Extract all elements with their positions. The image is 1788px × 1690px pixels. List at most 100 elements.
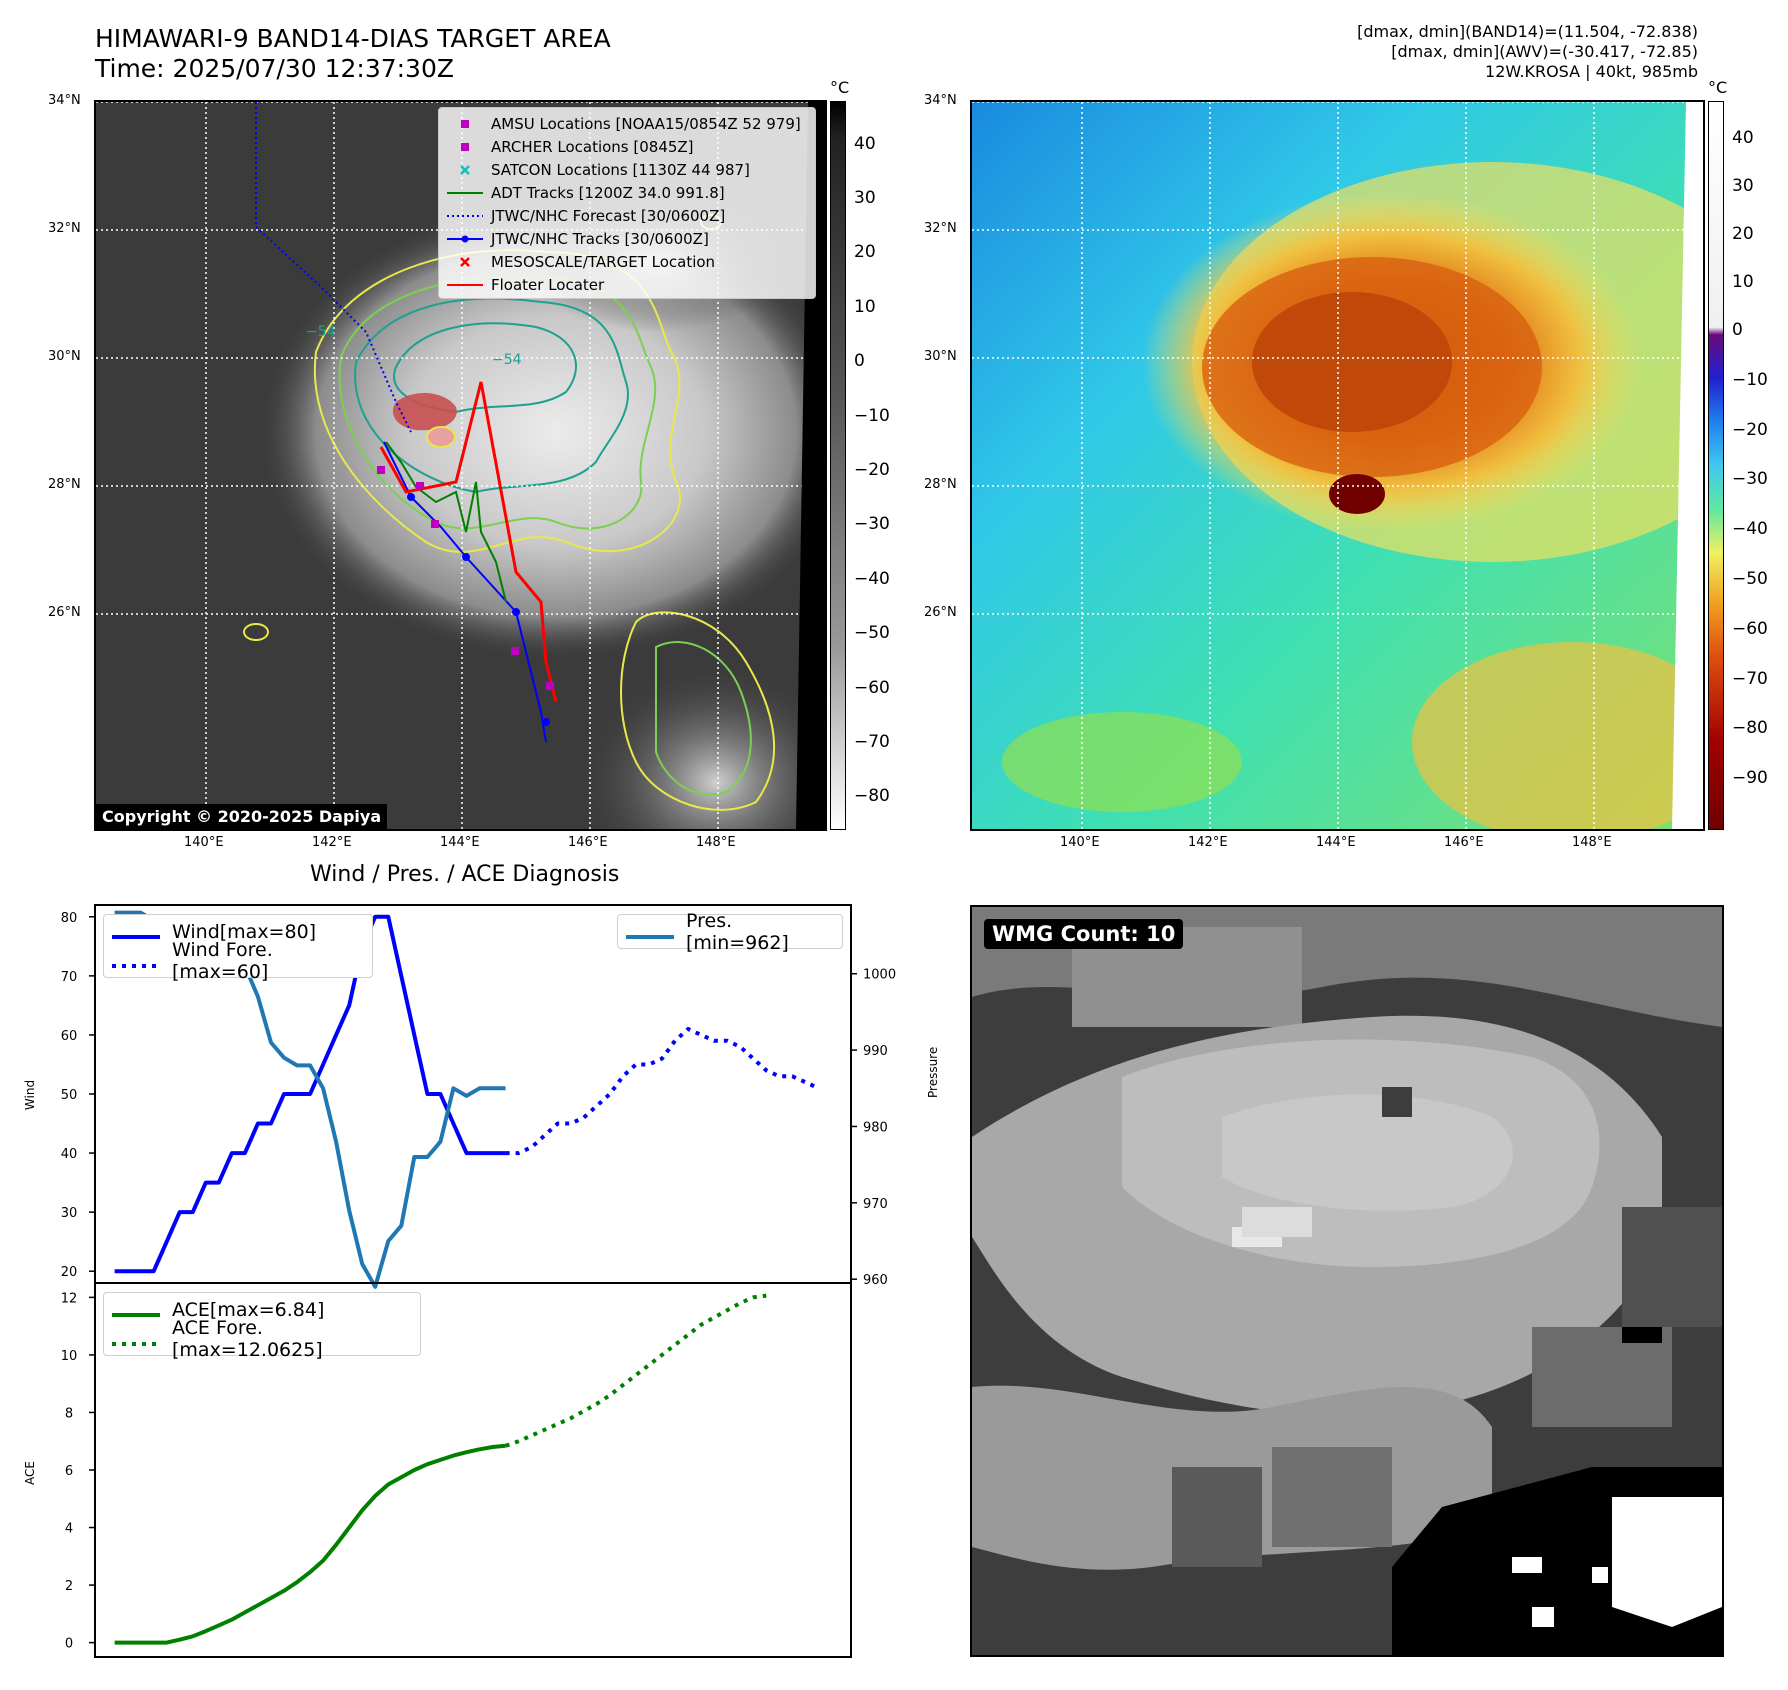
- map-legend: AMSU Locations [NOAA15/0854Z 52 979] ARCH…: [438, 107, 816, 299]
- map-legend-label: SATCON Locations [1130Z 44 987]: [491, 160, 750, 179]
- diag-chart: 20 30 40 50 60 70 80 960 970 980 990 1000 0 2 4 6 8 10 12…: [23, 904, 896, 1658]
- diag-title: Wind / Pres. / ACE Diagnosis: [310, 862, 620, 887]
- awv-colorbar-tick: −40: [1732, 519, 1768, 540]
- pres-ytick-label: 970: [863, 1197, 888, 1212]
- awv-colorbar-unit: °C: [1708, 78, 1728, 97]
- lat-tick: 32°N: [48, 221, 81, 236]
- lat-tick: 28°N: [924, 477, 957, 492]
- awv-colorbar-tick: 30: [1732, 176, 1754, 197]
- lon-tick: 144°E: [1316, 835, 1356, 850]
- awv-colorbar-tick: 10: [1732, 272, 1754, 293]
- map-legend-item: JTWC/NHC Tracks [30/0600Z]: [447, 227, 807, 250]
- lon-tick: 146°E: [568, 835, 608, 850]
- legend-symbol-icon: [447, 163, 483, 177]
- lat-tick: 32°N: [924, 221, 957, 236]
- wmg-panel: WMG Count: 10: [970, 905, 1724, 1657]
- ace-ylabel: ACE: [23, 1461, 37, 1485]
- wind-ytick-label: 50: [61, 1088, 78, 1103]
- wind-ytick-label: 40: [61, 1147, 78, 1162]
- map-legend-item: MESOSCALE/TARGET Location: [447, 250, 807, 273]
- ace-ytick-label: 0: [65, 1637, 73, 1652]
- title-line2: Time: 2025/07/30 12:37:30Z: [95, 54, 454, 83]
- wind-series-line-1: [505, 1027, 820, 1156]
- map-legend-label: MESOSCALE/TARGET Location: [491, 252, 716, 271]
- ir-map-panel: −54 −54 AMSU Locations [NOAA15/0854Z 52 …: [94, 100, 827, 831]
- lon-tick: 142°E: [312, 835, 352, 850]
- map-legend-item: JTWC/NHC Forecast [30/0600Z]: [447, 204, 807, 227]
- map-legend-label: AMSU Locations [NOAA15/0854Z 52 979]: [491, 114, 801, 133]
- ir-colorbar-unit: °C: [830, 78, 850, 97]
- awv-map-panel: [970, 100, 1705, 831]
- map-legend-item: ARCHER Locations [0845Z]: [447, 135, 807, 158]
- map-legend-item: SATCON Locations [1130Z 44 987]: [447, 158, 807, 181]
- awv-colorbar-tick: −20: [1732, 419, 1768, 440]
- map-legend-label: Floater Locater: [491, 275, 605, 294]
- ace-ytick-label: 2: [65, 1579, 73, 1594]
- ace-series-line-0: [114, 1443, 506, 1645]
- ace-series-line-1: [504, 1293, 767, 1448]
- ir-colorbar: [830, 101, 846, 830]
- lon-tick: 140°E: [184, 835, 224, 850]
- lat-tick: 30°N: [48, 349, 81, 364]
- ace-fore-legend-label: ACE Fore.[max=12.0625]: [172, 1316, 323, 1361]
- info-line1: [dmax, dmin](BAND14)=(11.504, -72.838): [1357, 22, 1698, 41]
- lon-tick: 146°E: [1444, 835, 1484, 850]
- ace-ytick-label: 6: [65, 1464, 73, 1479]
- wmg-count-label: WMG Count: 10: [984, 919, 1184, 949]
- map-legend-item: AMSU Locations [NOAA15/0854Z 52 979]: [447, 112, 807, 135]
- ace-legend-label: ACE[max=6.84]: [172, 1298, 325, 1321]
- ir-colorbar-tick: 0: [854, 351, 865, 372]
- ir-colorbar-tick: −40: [854, 568, 890, 589]
- lat-tick: 30°N: [924, 349, 957, 364]
- awv-colorbar-tick: −70: [1732, 668, 1768, 689]
- lat-tick: 26°N: [924, 605, 957, 620]
- awv-colorbar-tick: 0: [1732, 320, 1743, 340]
- awv-colorbar-tick: −80: [1732, 718, 1768, 739]
- ace-ytick-label: 4: [65, 1522, 73, 1537]
- contour-label-1: −54: [306, 324, 336, 340]
- pres-ylabel: Pressure: [926, 1046, 940, 1098]
- ace-legend: ACE[max=6.84] ACE Fore.[max=12.0625]: [103, 1292, 421, 1361]
- wind-ytick-label: 80: [61, 911, 78, 926]
- wind-ytick-label: 70: [61, 970, 78, 985]
- ir-colorbar-tick: −80: [854, 786, 890, 807]
- lat-tick: 34°N: [924, 93, 957, 108]
- lat-tick: 28°N: [48, 477, 81, 492]
- ir-colorbar-tick: 40: [854, 133, 876, 154]
- lat-tick: 34°N: [48, 93, 81, 108]
- lon-tick: 140°E: [1060, 835, 1100, 850]
- wind-axes: 20 30 40 50 60 70 80 960 970 980 990 1000: [61, 904, 896, 1289]
- ir-colorbar-tick: −60: [854, 677, 890, 698]
- awv-map-image: [972, 102, 1703, 829]
- legend-symbol-icon: [447, 232, 483, 246]
- ir-colorbar-tick: 10: [854, 296, 876, 317]
- wind-legend-label: Wind[max=80]: [172, 920, 317, 943]
- wind-ytick-label: 20: [61, 1265, 78, 1280]
- wind-fore-legend-label: Wind Fore.[max=60]: [172, 938, 273, 983]
- ace-axes: 0 2 4 6 8 10 12: [61, 1282, 852, 1658]
- ace-ytick-label: 8: [65, 1406, 73, 1421]
- ir-colorbar-tick: −10: [854, 405, 890, 426]
- legend-symbol-icon: [447, 255, 483, 269]
- wind-ytick-label: 60: [61, 1029, 78, 1044]
- legend-symbol-icon: [447, 186, 483, 200]
- pres-ytick-label: 1000: [863, 968, 896, 983]
- awv-colorbar-tick: −60: [1732, 618, 1768, 639]
- ace-ytick-label: 12: [61, 1291, 78, 1306]
- lon-tick: 148°E: [696, 835, 736, 850]
- awv-colorbar-tick: −90: [1732, 768, 1768, 789]
- info-line3: 12W.KROSA | 40kt, 985mb: [1485, 62, 1698, 81]
- lon-tick: 144°E: [440, 835, 480, 850]
- legend-symbol-icon: [447, 209, 483, 223]
- pres-ytick-label: 960: [863, 1273, 888, 1288]
- ir-colorbar-tick: −70: [854, 731, 890, 752]
- ir-colorbar-tick: −20: [854, 459, 890, 480]
- map-legend-label: JTWC/NHC Forecast [30/0600Z]: [491, 206, 726, 225]
- awv-colorbar-tick: 20: [1732, 224, 1754, 245]
- wind-ytick-label: 30: [61, 1206, 78, 1221]
- map-legend-item: Floater Locater: [447, 273, 807, 296]
- wmg-image: [972, 907, 1722, 1655]
- awv-colorbar-tick: −30: [1732, 469, 1768, 490]
- legend-symbol-icon: [447, 140, 483, 154]
- ir-colorbar-tick: −50: [854, 623, 890, 644]
